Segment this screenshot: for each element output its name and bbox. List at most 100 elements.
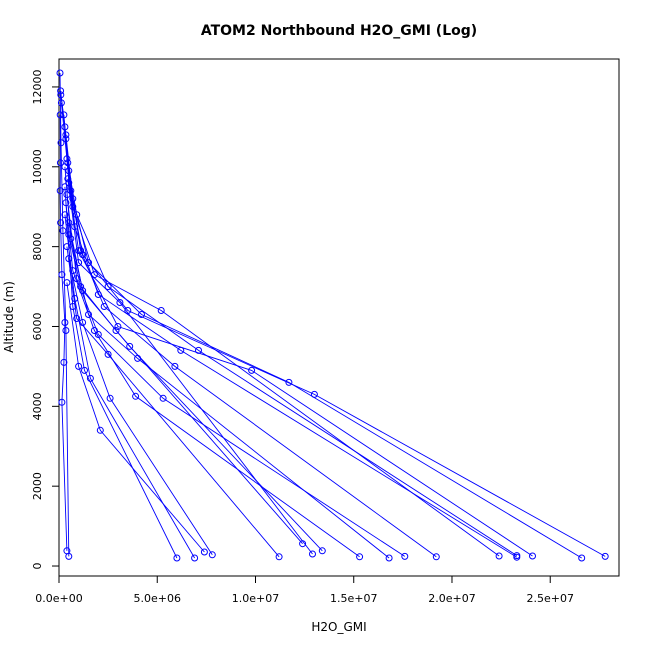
profile-line bbox=[68, 222, 323, 552]
data-point bbox=[63, 243, 71, 251]
data-point bbox=[275, 553, 283, 561]
data-point bbox=[63, 155, 71, 163]
data-point bbox=[56, 111, 64, 119]
data-point bbox=[62, 199, 70, 207]
data-point bbox=[79, 287, 87, 295]
data-point bbox=[71, 295, 79, 302]
profile-line bbox=[67, 162, 518, 556]
data-point bbox=[56, 159, 64, 167]
data-point bbox=[134, 354, 142, 362]
profile-line bbox=[68, 170, 437, 558]
data-point bbox=[601, 552, 609, 560]
y-axis: 0 2000 4000 6000 8000 10000 12000 bbox=[31, 69, 60, 570]
data-point bbox=[71, 223, 79, 231]
x-tick-label: 1.0e+07 bbox=[232, 592, 279, 605]
data-point bbox=[116, 299, 124, 306]
x-axis-label: H2O_GMI bbox=[311, 620, 366, 634]
data-point bbox=[248, 366, 256, 374]
data-point bbox=[75, 259, 83, 267]
data-point bbox=[61, 163, 69, 171]
data-point bbox=[65, 255, 73, 263]
data-point bbox=[112, 327, 120, 334]
data-point bbox=[57, 87, 65, 95]
y-tick-label: 6000 bbox=[31, 312, 44, 340]
profile-line bbox=[66, 282, 205, 553]
profile-line bbox=[63, 114, 533, 557]
x-axis: 0.0e+00 5.0e+06 1.0e+07 1.5e+07 2.0e+07 2.5e+… bbox=[35, 575, 574, 605]
data-point bbox=[318, 547, 326, 555]
data-point bbox=[60, 111, 68, 119]
data-point bbox=[75, 247, 83, 255]
data-point bbox=[104, 350, 112, 358]
data-point bbox=[73, 315, 81, 322]
y-tick-label: 12000 bbox=[31, 69, 44, 104]
data-point bbox=[69, 303, 77, 310]
data-point bbox=[159, 394, 167, 402]
data-point bbox=[309, 550, 316, 558]
data-point bbox=[191, 554, 199, 562]
data-point bbox=[94, 291, 102, 298]
data-point bbox=[61, 211, 69, 219]
data-point bbox=[299, 540, 307, 548]
data-point bbox=[208, 551, 216, 559]
data-point bbox=[67, 187, 75, 195]
data-point bbox=[57, 219, 65, 227]
data-point bbox=[432, 553, 440, 561]
data-point bbox=[85, 259, 92, 267]
data-point bbox=[58, 271, 66, 279]
data-point bbox=[65, 219, 73, 227]
data-point bbox=[75, 362, 83, 370]
data-point bbox=[513, 552, 521, 560]
profile-line bbox=[67, 178, 313, 555]
data-point bbox=[69, 203, 77, 211]
profile-line bbox=[66, 194, 406, 557]
profile-line bbox=[68, 234, 303, 544]
chart-title: ATOM2 Northbound H2O_GMI (Log) bbox=[201, 23, 477, 39]
y-tick-label: 0 bbox=[31, 563, 44, 570]
data-point bbox=[64, 175, 72, 183]
profile-line bbox=[65, 202, 360, 558]
data-point bbox=[63, 279, 71, 287]
data-point bbox=[529, 552, 536, 560]
data-point bbox=[57, 139, 65, 147]
data-point bbox=[57, 99, 65, 107]
data-point bbox=[62, 327, 70, 334]
data-point bbox=[86, 374, 94, 382]
data-point bbox=[356, 553, 364, 561]
profile-line bbox=[60, 94, 582, 559]
data-point bbox=[401, 552, 409, 560]
data-point bbox=[81, 366, 88, 374]
profile-line bbox=[59, 114, 68, 551]
data-point bbox=[79, 319, 87, 326]
data-point bbox=[578, 554, 586, 562]
data-point bbox=[385, 554, 393, 562]
data-point bbox=[73, 211, 81, 219]
data-point bbox=[90, 271, 98, 279]
data-point bbox=[96, 426, 104, 434]
data-point bbox=[65, 167, 73, 175]
data-point bbox=[138, 311, 145, 318]
data-point bbox=[177, 346, 185, 354]
data-point bbox=[77, 283, 85, 291]
y-tick-label: 8000 bbox=[31, 233, 44, 261]
data-point bbox=[56, 69, 64, 77]
profile-line bbox=[68, 258, 213, 556]
data-point bbox=[57, 91, 65, 99]
data-point bbox=[132, 392, 140, 400]
data-point bbox=[310, 390, 318, 398]
data-point bbox=[285, 378, 293, 386]
profile-line bbox=[66, 246, 280, 558]
y-tick-label: 4000 bbox=[31, 392, 44, 420]
x-tick-label: 1.5e+07 bbox=[330, 592, 377, 605]
data-point bbox=[61, 123, 69, 131]
data-point bbox=[200, 548, 208, 556]
data-point bbox=[85, 311, 92, 318]
y-axis-label: Altitude (m) bbox=[2, 281, 16, 353]
x-tick-label: 0.0e+00 bbox=[35, 592, 82, 605]
profile-line bbox=[64, 186, 178, 559]
data-point bbox=[104, 283, 112, 291]
data-point bbox=[61, 183, 69, 191]
x-tick-label: 2.0e+07 bbox=[428, 592, 475, 605]
data-point bbox=[173, 554, 181, 562]
data-point bbox=[90, 327, 98, 334]
